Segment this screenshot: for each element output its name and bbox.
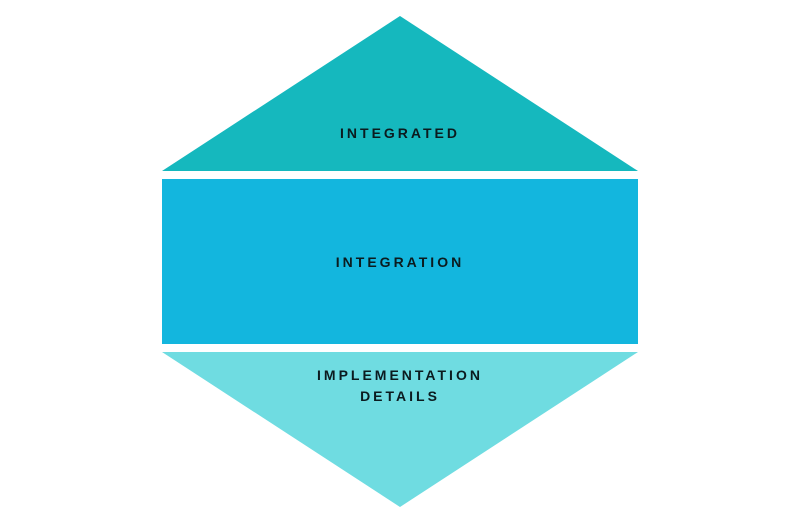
- middle-rectangle-label: INTEGRATION: [336, 254, 464, 270]
- hexagon-diagram: INTEGRATED INTEGRATION IMPLEMENTATION DE…: [160, 10, 640, 510]
- bottom-triangle-label: IMPLEMENTATION DETAILS: [160, 365, 640, 407]
- top-triangle-label: INTEGRATED: [160, 125, 640, 141]
- middle-rectangle: INTEGRATION: [162, 179, 638, 344]
- top-triangle: [162, 16, 638, 171]
- bottom-triangle-label-line1: IMPLEMENTATION: [317, 367, 483, 383]
- bottom-triangle-label-line2: DETAILS: [360, 388, 440, 404]
